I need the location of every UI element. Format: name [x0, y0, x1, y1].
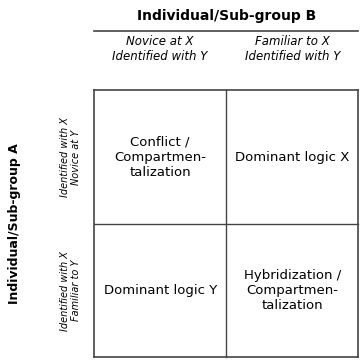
- Text: Conflict /
Compartmen-
talization: Conflict / Compartmen- talization: [114, 135, 206, 179]
- Text: Hybridization /
Compartmen-
talization: Hybridization / Compartmen- talization: [244, 269, 341, 312]
- Text: Identified with X
Novice at Y: Identified with X Novice at Y: [60, 117, 81, 197]
- Text: Identified with X
Familiar to Y: Identified with X Familiar to Y: [60, 251, 81, 331]
- Text: Individual/Sub-group B: Individual/Sub-group B: [136, 9, 316, 23]
- Text: Dominant logic Y: Dominant logic Y: [104, 284, 217, 297]
- Text: Novice at X
Identified with Y: Novice at X Identified with Y: [113, 35, 208, 63]
- Text: Individual/Sub-group A: Individual/Sub-group A: [8, 143, 21, 304]
- Text: Familiar to X
Identified with Y: Familiar to X Identified with Y: [245, 35, 340, 63]
- Text: Dominant logic X: Dominant logic X: [235, 151, 349, 164]
